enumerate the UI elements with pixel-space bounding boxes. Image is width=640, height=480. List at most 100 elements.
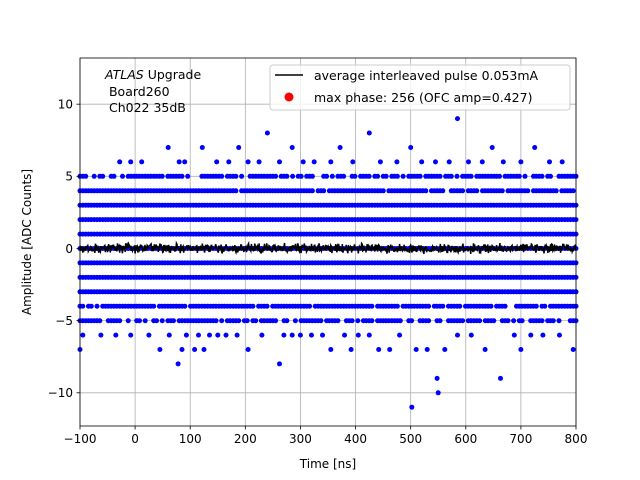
scatter-point [318,318,324,324]
annotation-line-2: Board260 [105,84,170,99]
scatter-point [408,145,414,150]
scatter-point [454,173,460,179]
scatter-point [328,347,334,352]
scatter-point [376,347,382,352]
scatter-point [166,332,172,338]
scatter-point [547,159,552,165]
scatter-point [256,159,262,165]
scatter-point [154,318,159,324]
scatter-point [321,188,327,194]
scatter-point [533,303,539,309]
scatter-point [281,332,287,338]
scatter-point [426,303,432,309]
scatter-point [380,188,386,194]
x-tick-label: 700 [509,432,532,446]
scatter-point [570,347,576,352]
scatter-point [498,375,503,381]
scatter-point [440,188,446,194]
scatter-point [505,318,511,324]
scatter-point [387,347,393,352]
scatter-point [213,318,219,324]
scatter-point [348,347,354,352]
average-pulse-line [79,240,577,256]
scatter-point [477,318,483,324]
scatter-point [460,318,466,324]
scatter-point [455,332,460,338]
scatter-point [157,347,163,352]
x-tick-label: 300 [289,432,312,446]
x-tick-label: 100 [179,432,202,446]
scatter-point [273,173,279,179]
scatter-point [94,303,100,309]
scatter-point [474,188,480,194]
scatter-point [91,173,97,179]
scatter-point [424,347,430,352]
scatter-point [83,173,89,179]
scatter-point [284,173,290,179]
scatter-point [375,173,381,179]
scatter-point [234,332,240,338]
scatter-point [394,159,400,165]
legend: average interleaved pulse 0.053mA max ph… [269,64,571,111]
scatter-point [113,332,119,338]
scatter-point [179,173,185,179]
scatter-point [80,303,86,309]
annotation-atlas: ATLAS [104,67,144,82]
scatter-point [468,173,474,179]
scatter-point [489,145,495,150]
y-axis-label: Amplitude [ADC Counts] [20,169,34,315]
scatter-point [219,173,225,179]
scatter-point [540,332,546,338]
scatter-point [446,159,452,165]
scatter-point [437,318,443,324]
legend-label-average: average interleaved pulse 0.053mA [314,68,539,83]
scatter-point [440,303,446,309]
scatter-point [511,332,517,338]
scatter-point [329,173,335,179]
scatter-point [290,173,296,179]
y-tick-label: −10 [48,386,73,400]
scatter-point [117,318,123,324]
scatter-point [239,173,245,179]
plot-frame [79,57,577,427]
y-axis: −10 −5 0 5 10 [48,97,80,400]
scatter-point [111,173,117,179]
scatter-point [497,173,502,179]
scatter-point [245,347,251,352]
scatter-point [442,347,448,352]
scatter-point [128,159,134,165]
scatter-point [219,318,225,324]
scatter-point [182,303,188,309]
scatter-point [307,303,313,309]
scatter-point [100,173,106,179]
scatter-point [185,173,191,179]
scatter-point [397,332,403,338]
scatter-point [350,159,356,165]
scatter-point [369,318,375,324]
scatter-point [522,173,528,179]
annotation-block: ATLAS Upgrade Board260 Ch022 35dB [104,67,201,115]
scatter-point [324,173,330,179]
scatter-point [366,173,372,179]
scatter-point [120,173,125,179]
scatter-point [117,159,123,165]
scatter-point [300,159,306,165]
scatter-point [192,347,198,352]
scatter-point [539,173,545,179]
scatter-point [383,173,389,179]
scatter-point [479,159,485,165]
scatter-point [146,332,152,338]
scatter-point [502,303,508,309]
scatter-point [409,404,415,410]
scatter-point [397,318,403,324]
scatter-point [199,145,205,150]
scatter-point [335,318,341,324]
scatter-point [525,188,531,194]
scatter-point [435,390,441,396]
scatter-point [179,347,185,352]
scatter-point [125,318,131,324]
scatter-point [137,318,142,324]
scatter-point [542,303,548,309]
scatter-point [244,318,250,324]
x-axis-label: Time [ns] [299,457,356,471]
